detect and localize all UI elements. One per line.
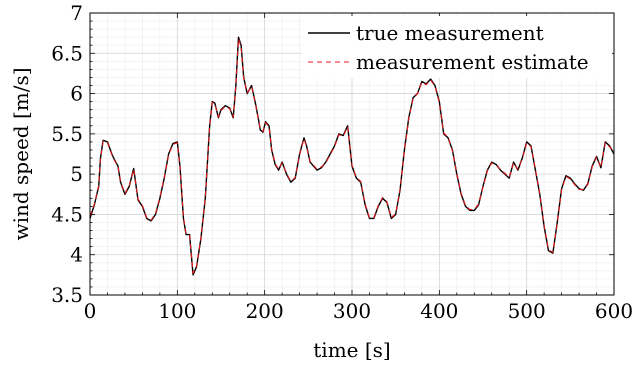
tick-labels: 0 100 200 300 400 500 600 3.5 4 4.5 5 5.5 6 6.5 7 [51,1,633,323]
x-tick-label: 0 [84,299,97,323]
y-tick-label: 7 [70,1,83,25]
legend-box [302,16,612,78]
x-tick-label: 500 [508,299,546,323]
series-line-measurement-estimate [89,38,615,274]
series-line-true-measurement [89,36,615,276]
y-tick-label: 3.5 [51,283,83,307]
y-tick-label: 4.5 [51,202,83,226]
legend-label-true-measurement: true measurement [356,21,544,45]
legend-label-measurement-estimate: measurement estimate [356,50,589,74]
y-tick-label: 4 [70,243,83,267]
y-tick-label: 6.5 [51,41,83,65]
series-lines [89,36,615,276]
x-tick-label: 600 [595,299,633,323]
x-axis-label: time [s] [313,338,390,362]
y-axis-label: wind speed [m/s] [9,67,33,240]
y-tick-label: 6 [70,82,83,106]
x-tick-label: 400 [420,299,458,323]
legend: true measurement measurement estimate [302,16,612,78]
y-tick-label: 5.5 [51,122,83,146]
x-tick-label: 100 [158,299,196,323]
x-tick-label: 200 [246,299,284,323]
y-tick-label: 5 [70,162,83,186]
x-tick-label: 300 [333,299,371,323]
plot-frame [89,12,615,296]
